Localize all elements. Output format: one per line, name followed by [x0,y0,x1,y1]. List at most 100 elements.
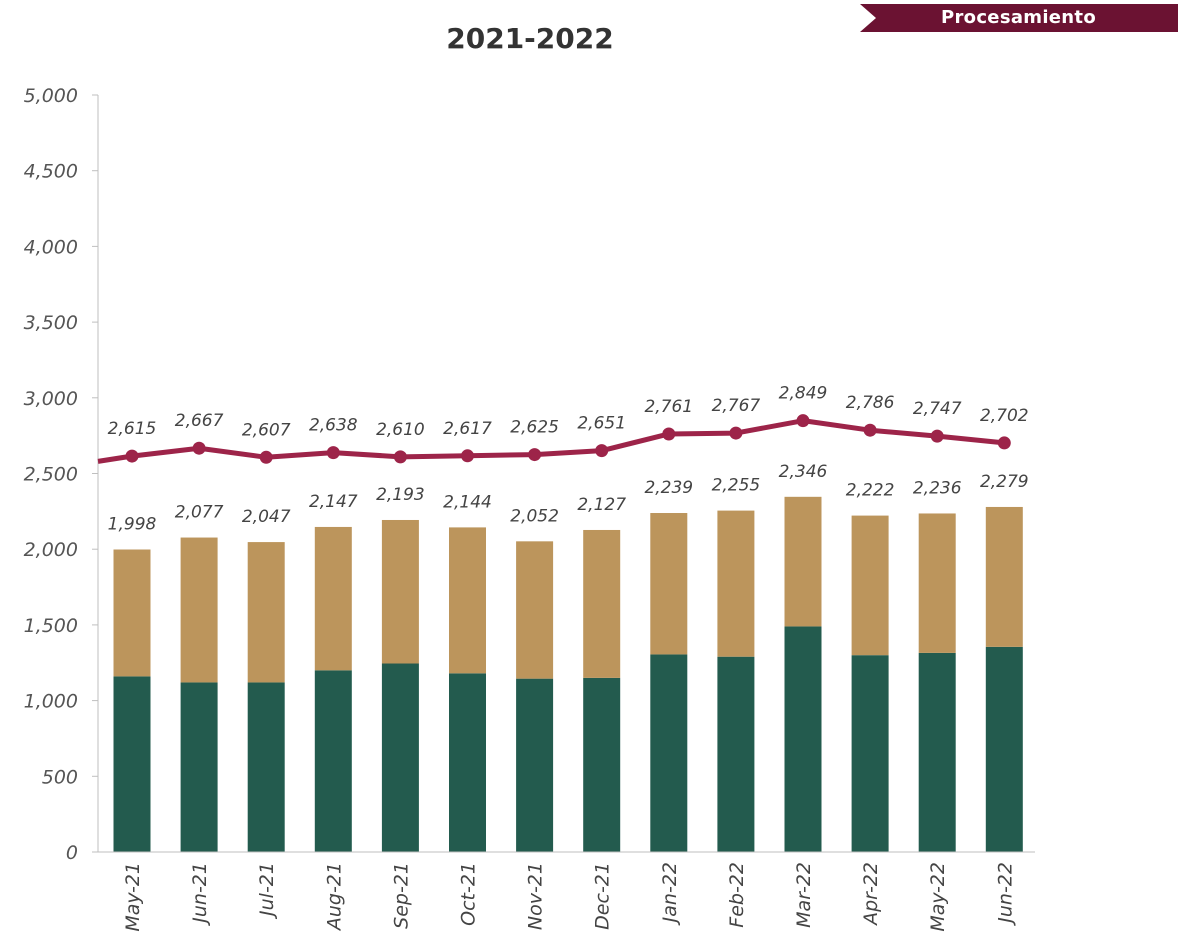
bar-segment-top [784,496,822,627]
line-label: 2,638 [309,416,358,436]
section-tag-label: Procesamiento [941,7,1096,28]
line-point [662,427,676,441]
chart-title: 2021-2022 [446,22,614,55]
x-tick-label: Oct-21 [458,862,480,926]
line-label: 2,667 [175,411,224,431]
y-tick-label: 3,500 [24,312,78,334]
bar-segment-top [717,510,755,657]
bar-segment-top [650,513,688,655]
line-point [192,441,206,455]
x-tick-label: May-21 [122,862,144,932]
x-tick-label: Jan-22 [659,862,681,926]
bar-segment-top [851,515,889,656]
line-point [863,423,877,437]
bar-segment-bottom [851,655,889,852]
bar-segment-bottom [985,646,1023,852]
y-tick-label: 4,500 [24,161,78,183]
line-label: 2,761 [644,397,693,417]
bar-segment-bottom [314,670,352,852]
line-point [326,446,340,460]
line-point [461,449,474,463]
bar-total-label: 2,236 [913,478,962,498]
line-point [595,444,609,458]
x-tick-label: Jun-21 [189,862,211,927]
bar-segment-bottom [516,678,554,852]
line-label: 2,617 [443,419,492,439]
line-point [997,436,1011,450]
line-point [930,429,944,443]
x-tick-label: Dec-21 [592,862,614,930]
x-tick-label: Jun-22 [994,862,1016,927]
x-tick-label: May-22 [927,862,949,932]
bars [113,496,1023,852]
x-tick-label: Sep-21 [390,862,412,929]
bar-segment-top [985,506,1023,647]
bar-segment-top [381,519,419,664]
y-tick-label: 2,000 [24,539,78,561]
line-point [259,450,273,464]
x-tick-label: Nov-21 [525,862,547,930]
bar-total-label: 2,077 [175,503,224,523]
bar-total-label: 2,147 [309,492,358,512]
bar-total-label: 2,346 [779,462,828,482]
y-axis: 0 500 1,000 1,500 2,000 2,500 3,000 3,500 4,000 4… [24,85,99,864]
line-labels: 2,615 2,667 2,607 2,638 2,610 2,617 2,625 2,651… [108,384,1029,441]
x-tick-label: Aug-21 [323,862,345,932]
y-tick-label: 500 [42,766,78,788]
line-label: 2,615 [108,419,157,439]
y-tick-label: 1,500 [24,615,78,637]
bar-segment-bottom [247,682,285,852]
bar-segment-bottom [784,626,822,852]
bar-total-label: 1,998 [108,515,157,535]
bar-segment-bottom [583,677,621,852]
bar-segment-bottom [717,656,755,852]
line-label: 2,849 [779,384,828,404]
bar-segment-top [247,542,285,683]
line-point [528,448,542,462]
bar-total-label: 2,193 [376,485,425,505]
line-label: 2,625 [510,418,559,438]
bar-total-label: 2,239 [644,478,693,498]
bar-total-labels: 1,998 2,077 2,047 2,147 2,193 2,144 2,052 2,127… [108,462,1029,535]
bar-total-label: 2,279 [980,472,1029,492]
bar-total-label: 2,144 [443,492,492,512]
line-label: 2,747 [913,399,962,419]
bar-total-label: 2,052 [510,506,559,526]
line-point [796,414,810,428]
line-label: 2,767 [712,396,761,416]
line-label: 2,702 [980,406,1029,426]
bar-segment-bottom [449,673,486,852]
line-label: 2,610 [376,420,425,440]
bar-segment-top [180,537,218,683]
bar-segment-bottom [650,654,688,852]
section-tag: Procesamiento [860,4,1178,32]
bar-segment-bottom [918,652,956,852]
bar-total-label: 2,255 [712,476,761,496]
y-tick-label: 2,500 [24,464,78,486]
line-series [97,414,1011,464]
y-tick-label: 1,000 [24,691,78,713]
bar-segment-top [449,527,486,674]
line-point [393,450,407,464]
x-tick-label: Feb-22 [726,862,748,928]
line-label: 2,651 [577,414,626,434]
bar-total-label: 2,222 [846,481,895,501]
bar-total-label: 2,047 [242,507,291,527]
bar-segment-top [583,529,621,678]
x-tick-label: Apr-22 [860,862,882,927]
y-tick-label: 4,000 [24,236,78,258]
line-label: 2,786 [846,393,895,413]
y-tick-label: 3,000 [24,388,78,410]
y-tick-label: 5,000 [24,85,78,107]
bar-segment-top [113,549,151,677]
line-label: 2,607 [242,420,291,440]
x-axis: May-21 Jun-21 Jul-21 Aug-21 Sep-21 Oct-21 Nov-… [98,851,1035,932]
bar-total-label: 2,127 [577,495,626,515]
line-point [729,426,743,440]
x-tick-label: Mar-22 [793,862,815,928]
x-tick-label: Jul-21 [256,862,278,920]
bar-segment-bottom [180,682,218,852]
bar-segment-top [516,541,554,679]
line-point [125,449,139,463]
